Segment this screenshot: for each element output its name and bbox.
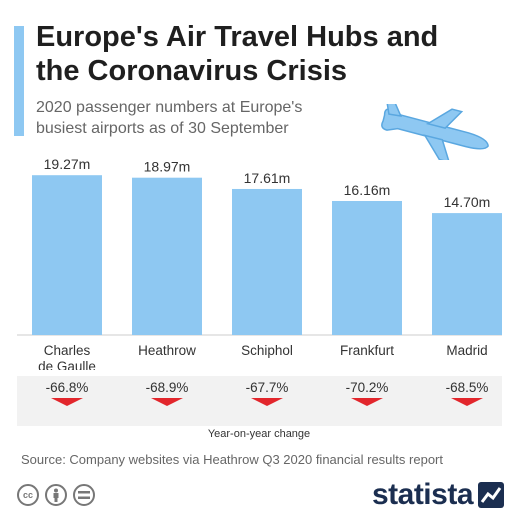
yoy-change-item-0: -66.8% (22, 380, 112, 406)
yoy-change-value-2: -67.7% (245, 380, 289, 395)
by-icon[interactable] (45, 484, 67, 506)
nd-icon[interactable] (73, 484, 95, 506)
airplane-icon (381, 104, 489, 160)
page-title: Europe's Air Travel Hubs and the Coronav… (36, 21, 439, 87)
category-label-2: Schiphol (241, 343, 293, 358)
category-label-4: Madrid (446, 343, 487, 358)
cc-icon[interactable]: cc (17, 484, 39, 506)
data-label-3: 16.16m (344, 182, 391, 198)
brand-name: statista (371, 478, 474, 511)
title-accent-bar (14, 26, 24, 136)
bar-2 (232, 188, 302, 335)
bar-3 (332, 200, 402, 335)
down-arrow-icon (351, 398, 383, 406)
yoy-change-item-2: -67.7% (222, 380, 312, 406)
bar-chart: 19.27m Charles de Gaulle 18.97m Heathrow 17.6… (17, 156, 502, 370)
data-label-4: 14.70m (444, 194, 491, 210)
yoy-change-item-1: -68.9% (122, 380, 212, 406)
down-arrow-icon (451, 398, 483, 406)
bar-4 (432, 213, 502, 335)
data-label-0: 19.27m (44, 156, 91, 172)
down-arrow-icon (251, 398, 283, 406)
yoy-change-value-3: -70.2% (345, 380, 389, 395)
source-note: Source: Company websites via Heathrow Q3… (21, 452, 443, 467)
yoy-change-label: Year-on-year change (207, 428, 311, 440)
category-label-0: Charles de Gaulle (38, 343, 96, 370)
category-label-1: Heathrow (138, 343, 196, 358)
down-arrow-icon (151, 398, 183, 406)
data-label-2: 17.61m (244, 170, 291, 186)
category-label-3: Frankfurt (340, 343, 394, 358)
data-label-1: 18.97m (144, 159, 191, 175)
license-icons: cc (17, 484, 95, 508)
page-subtitle: 2020 passenger numbers at Europe's busie… (36, 99, 303, 137)
yoy-change-value-4: -68.5% (445, 380, 489, 395)
down-arrow-icon (51, 398, 83, 406)
yoy-change-value-1: -68.9% (145, 380, 189, 395)
bar-0 (32, 175, 102, 335)
statista-logo-icon (478, 482, 504, 508)
statista-logo[interactable]: statista (372, 478, 504, 512)
bar-1 (132, 177, 202, 335)
yoy-change-value-0: -66.8% (45, 380, 89, 395)
yoy-change-item-3: -70.2% (322, 380, 412, 406)
yoy-change-item-4: -68.5% (422, 380, 512, 406)
